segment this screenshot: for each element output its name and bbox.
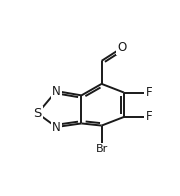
- Text: F: F: [145, 86, 152, 99]
- Text: Br: Br: [95, 144, 108, 154]
- Text: N: N: [52, 84, 61, 98]
- Text: O: O: [117, 41, 126, 54]
- Text: S: S: [33, 107, 42, 120]
- Text: N: N: [52, 121, 61, 133]
- Text: F: F: [145, 111, 152, 123]
